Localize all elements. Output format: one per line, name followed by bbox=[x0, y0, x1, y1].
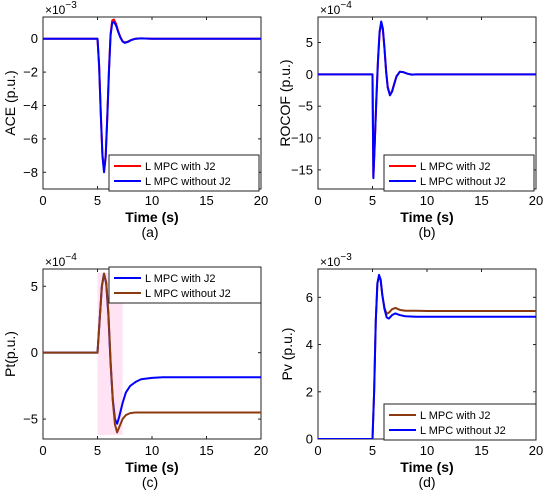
y-tick-label: 5 bbox=[306, 35, 313, 50]
y-axis-label: Pt(p.u.) bbox=[2, 331, 18, 377]
y-tick-label: 0 bbox=[306, 67, 313, 82]
legend-box bbox=[383, 154, 535, 192]
panel-label: (a) bbox=[141, 224, 158, 240]
x-tick-label: 20 bbox=[254, 193, 268, 208]
x-tick-label: 0 bbox=[314, 193, 321, 208]
x-tick-label: 10 bbox=[420, 193, 434, 208]
axis-exponent-power: −4 bbox=[65, 252, 77, 263]
panel-label: (d) bbox=[418, 474, 435, 490]
chart-ACE: 0 5 10 15 20 0 −2 −4 −6 −8 ×10−3 Time (s)(a) ACE (p.… bbox=[2, 0, 268, 240]
x-axis-label: Time (s) bbox=[400, 209, 453, 225]
series-line-1 bbox=[318, 22, 536, 178]
series-line-2 bbox=[43, 21, 261, 174]
x-tick-label: 20 bbox=[254, 443, 268, 458]
x-tick-label: 20 bbox=[529, 443, 543, 458]
series-line-2 bbox=[318, 273, 536, 439]
y-tick-label: −10 bbox=[291, 131, 313, 146]
x-tick-label: 10 bbox=[145, 193, 159, 208]
legend-entry: L MPC with J2 bbox=[145, 161, 216, 173]
x-tick-label: 15 bbox=[199, 193, 213, 208]
chart-Pv: 0 5 10 15 20 0 2 4 6 ×10−3 Time (s)(d) Pv (p.u.) L M… bbox=[279, 252, 543, 490]
x-tick-label: 5 bbox=[369, 443, 376, 458]
x-tick-label: 20 bbox=[529, 193, 543, 208]
y-axis-label: ACE (p.u.) bbox=[2, 70, 18, 135]
y-axis-label: ROCOF (p.u.) bbox=[277, 59, 293, 146]
y-tick-label: −6 bbox=[23, 131, 38, 146]
x-tick-label: 15 bbox=[474, 443, 488, 458]
x-tick-label: 15 bbox=[474, 193, 488, 208]
y-tick-label: −5 bbox=[298, 99, 313, 114]
legend-box bbox=[108, 266, 262, 304]
legend-entry: L MPC without J2 bbox=[145, 176, 231, 188]
legend: L MPC with J2 L MPC without J2 bbox=[108, 154, 260, 192]
x-tick-label: 5 bbox=[94, 443, 101, 458]
x-axis-label: Time (s) bbox=[125, 459, 178, 475]
y-tick-label: 0 bbox=[31, 31, 38, 46]
y-tick-label: 5 bbox=[31, 279, 38, 294]
y-tick-label: −15 bbox=[291, 162, 313, 177]
legend-entry: L MPC with J2 bbox=[420, 161, 491, 173]
legend-entry: L MPC without J2 bbox=[420, 176, 506, 188]
x-tick-label: 5 bbox=[94, 193, 101, 208]
x-tick-label: 15 bbox=[199, 443, 213, 458]
x-tick-label: 0 bbox=[39, 193, 46, 208]
chart-ROCOF: 0 5 10 15 20 5 0 −5 −10 −15 ×10−4 Time (s)(b) ROCOF … bbox=[277, 0, 543, 240]
y-tick-label: 0 bbox=[31, 345, 38, 360]
axis-exponent: ×10−3 bbox=[320, 252, 352, 269]
legend-entry: L MPC with J2 bbox=[145, 273, 216, 285]
chart-Pt: 0 5 10 15 20 5 0 −5 ×10−4 Time (s)(c) Pt(p.u.) L MP… bbox=[2, 252, 268, 490]
y-tick-label: 2 bbox=[306, 384, 313, 399]
x-tick-label: 0 bbox=[314, 443, 321, 458]
x-tick-label: 0 bbox=[39, 443, 46, 458]
legend: L MPC with J2 L MPC without J2 bbox=[108, 266, 262, 304]
legend: L MPC with J2 L MPC without J2 bbox=[383, 154, 535, 192]
y-tick-label: −8 bbox=[23, 165, 38, 180]
y-tick-label: −4 bbox=[23, 98, 38, 113]
axis-exponent: ×10−3 bbox=[45, 0, 77, 17]
legend: L MPC with J2 L MPC without J2 bbox=[383, 403, 537, 441]
panel-label: (b) bbox=[418, 224, 435, 240]
x-tick-label: 10 bbox=[145, 443, 159, 458]
series-line-2 bbox=[43, 272, 261, 434]
axis-exponent: ×10−4 bbox=[45, 252, 77, 269]
y-tick-label: 4 bbox=[306, 337, 313, 352]
y-tick-label: 6 bbox=[306, 290, 313, 305]
series-line-1 bbox=[43, 18, 261, 172]
legend-entry: L MPC without J2 bbox=[145, 288, 231, 300]
axis-exponent-power: −3 bbox=[65, 0, 77, 11]
x-tick-label: 5 bbox=[369, 193, 376, 208]
y-axis-label: Pv (p.u.) bbox=[279, 328, 295, 381]
x-tick-label: 10 bbox=[420, 443, 434, 458]
series-line-2 bbox=[318, 20, 536, 180]
legend-entry: L MPC with J2 bbox=[420, 410, 491, 422]
x-axis-label: Time (s) bbox=[125, 209, 178, 225]
legend-entry: L MPC without J2 bbox=[420, 425, 506, 437]
axis-exponent-power: −3 bbox=[340, 252, 352, 263]
y-tick-label: −2 bbox=[23, 65, 38, 80]
legend-box bbox=[108, 154, 260, 192]
y-tick-label: 0 bbox=[306, 432, 313, 447]
axis-exponent-power: −4 bbox=[340, 0, 352, 11]
x-axis-label: Time (s) bbox=[400, 459, 453, 475]
y-tick-label: −5 bbox=[23, 412, 38, 427]
panel-label: (c) bbox=[142, 474, 158, 490]
axis-exponent: ×10−4 bbox=[320, 0, 352, 17]
legend-box bbox=[383, 403, 537, 441]
